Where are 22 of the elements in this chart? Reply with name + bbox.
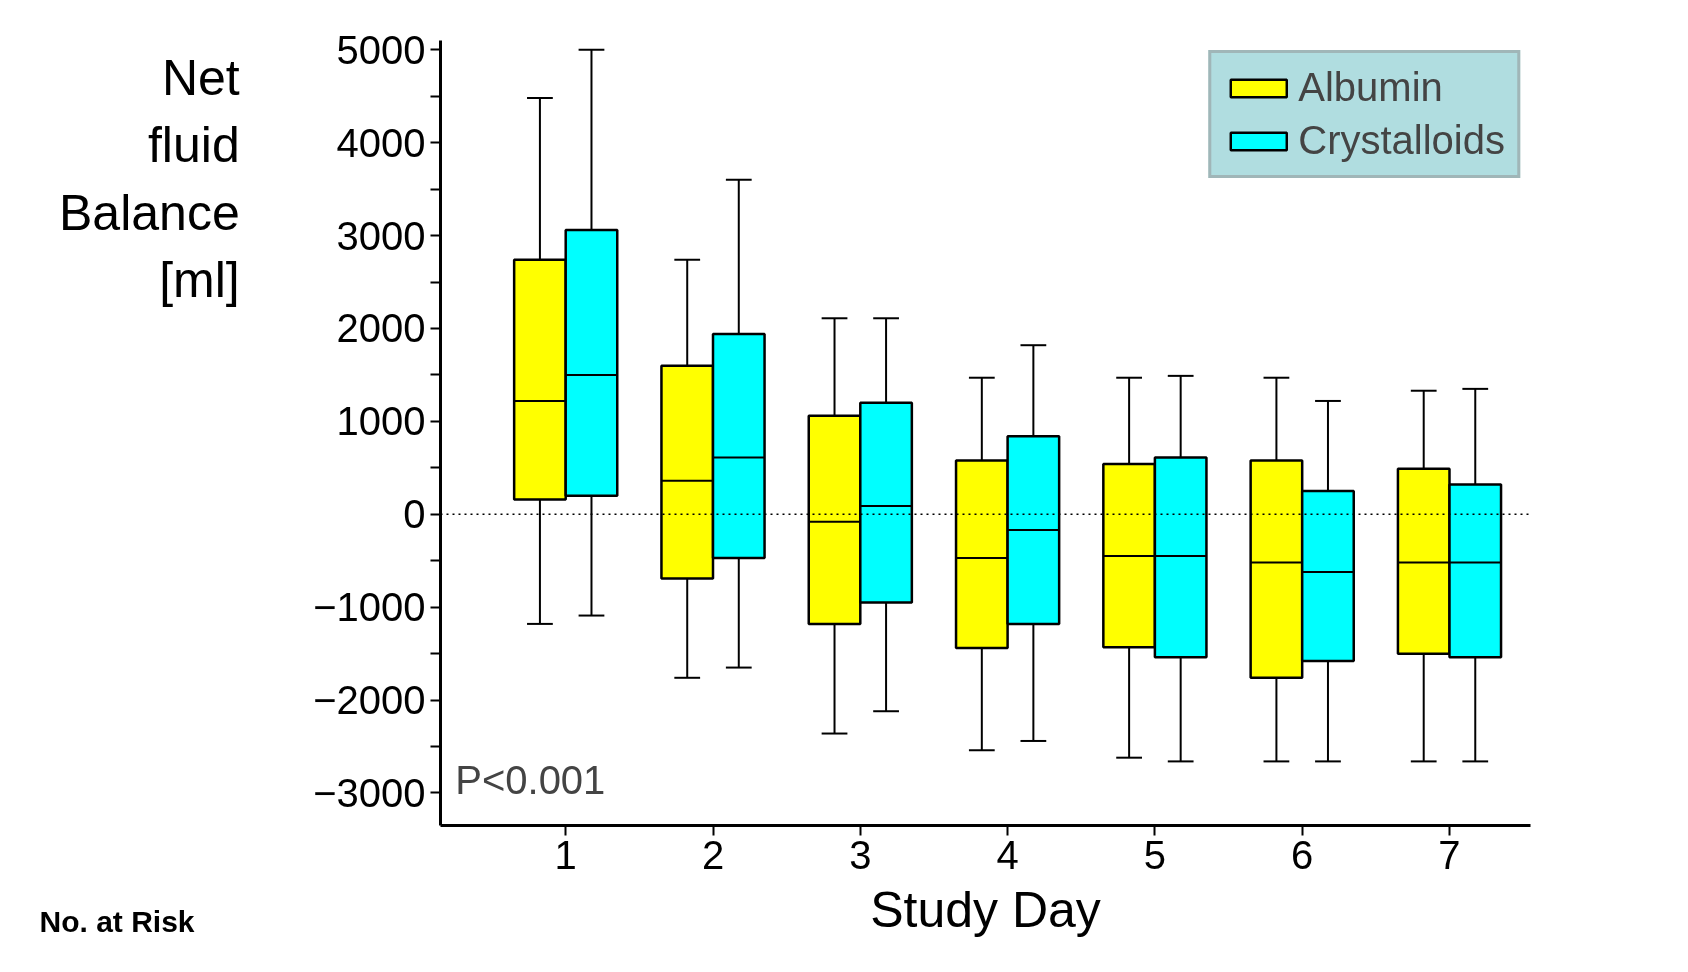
y-tick-label: 0 (403, 492, 426, 537)
y-tick-label: 2000 (336, 306, 426, 351)
y-tick-label: 3000 (336, 213, 426, 258)
y-tick-label: 4000 (336, 120, 426, 165)
x-axis-title: Study Day (870, 881, 1101, 938)
y-tick-label: −2000 (313, 678, 426, 723)
y-tick-label: −3000 (313, 770, 426, 815)
x-tick-label: 3 (849, 832, 872, 877)
text: No. at Risk (39, 904, 195, 938)
x-tick-label: 4 (996, 832, 1019, 877)
y-tick-label: 5000 (336, 27, 426, 72)
legend-label: Albumin (1298, 65, 1443, 110)
x-tick-label: 2 (701, 832, 725, 877)
legend-label: Crystalloids (1298, 118, 1505, 163)
x-tick-label: 6 (1291, 832, 1314, 877)
y-tick-label: −1000 (313, 585, 426, 630)
y-axis-title: Net fluid Balance [ml] (59, 50, 240, 308)
x-tick-label: 7 (1438, 832, 1461, 877)
annotation: P<0.001 (455, 758, 606, 803)
x-tick-label: 1 (554, 832, 577, 877)
y-tick-label: 1000 (336, 399, 426, 444)
x-tick-label: 5 (1143, 832, 1167, 877)
